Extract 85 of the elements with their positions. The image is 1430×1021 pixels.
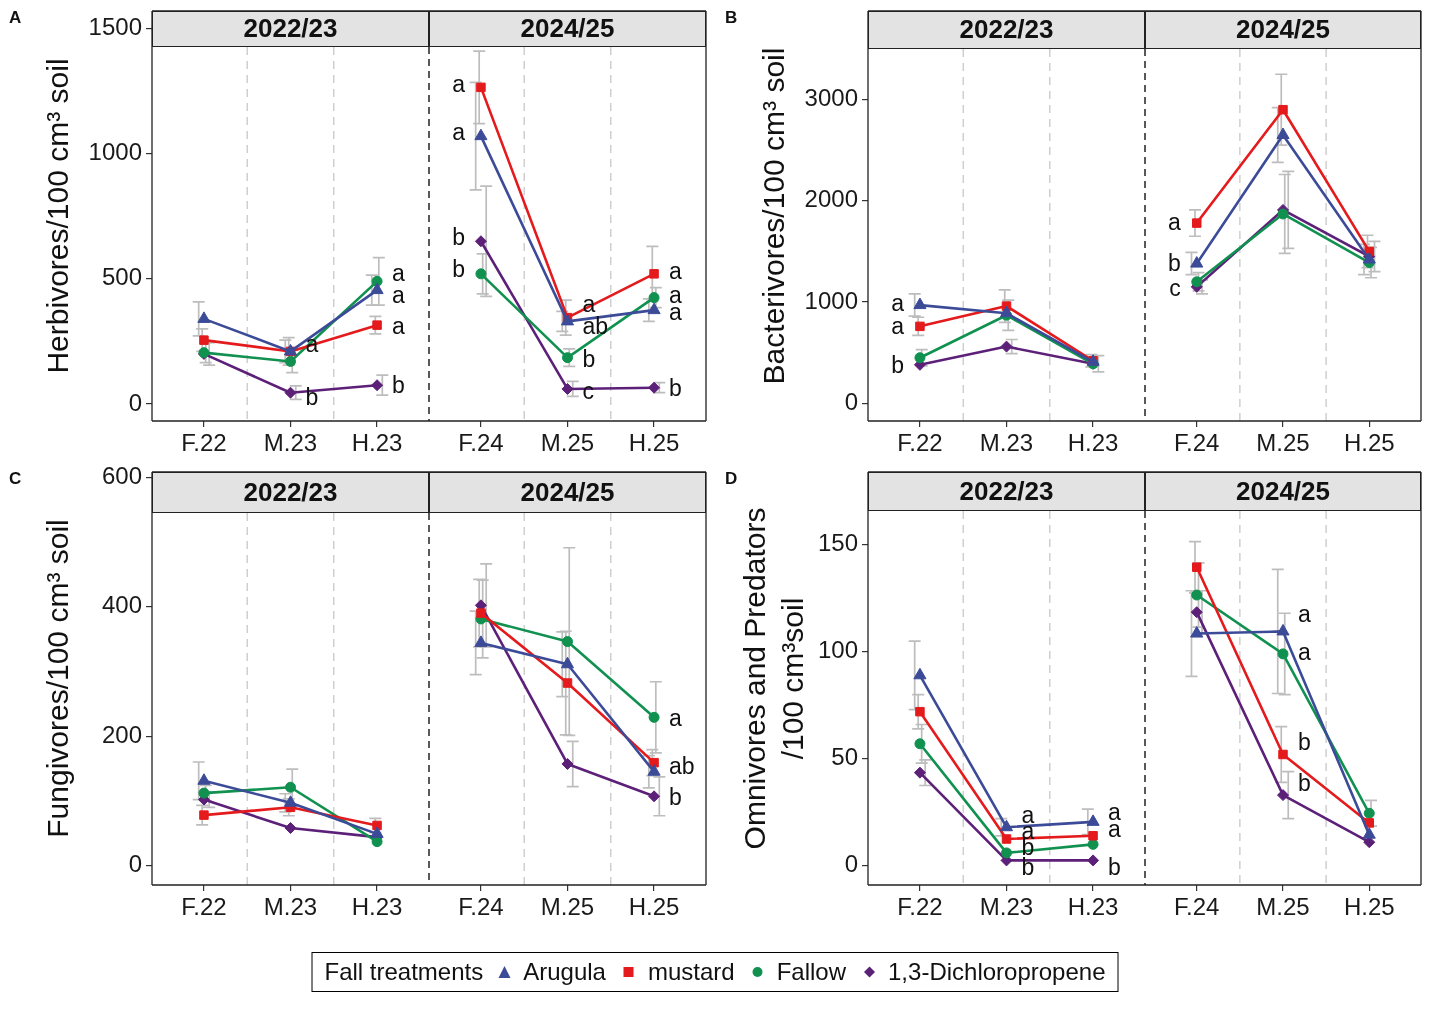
annotation: a xyxy=(1298,600,1311,627)
x-tick-label: H.23 xyxy=(351,893,403,921)
annotation: ab xyxy=(669,753,695,780)
y-tick-label: 400 xyxy=(101,591,142,619)
annotation: ab xyxy=(582,313,609,340)
annotation: b xyxy=(305,384,319,411)
x-tick-label: F.24 xyxy=(1174,429,1220,457)
annotation: b xyxy=(1298,729,1311,756)
annotation: a xyxy=(669,257,683,284)
legend-label: 1,3-Dichloropropene xyxy=(888,958,1106,986)
y-tick-label: 0 xyxy=(844,387,858,415)
y-tick-label: 1000 xyxy=(88,138,142,166)
legend-label: mustard xyxy=(647,958,735,986)
chart-title: 2022/23 xyxy=(959,14,1054,45)
annotation: b xyxy=(392,371,405,398)
y-axis-title: Omnivores and Predators /100 cm³soil xyxy=(738,507,810,850)
legend-label: Fallow xyxy=(776,958,847,986)
legend-label: Arugula xyxy=(523,958,606,986)
chart-title: 2024/25 xyxy=(1236,475,1330,506)
annotation: b xyxy=(891,352,904,379)
y-tick-label: 2000 xyxy=(804,185,858,213)
x-tick-label: F.24 xyxy=(458,429,504,457)
x-tick-label: H.25 xyxy=(628,893,680,921)
y-axis-title: Bacterivores/100 cm³ soil xyxy=(757,47,791,385)
text: C xyxy=(9,469,22,489)
chart-title: 2022/23 xyxy=(243,476,338,507)
annotation: a xyxy=(1298,639,1311,666)
x-tick-label: H.23 xyxy=(1067,893,1119,921)
y-tick-label: 150 xyxy=(817,529,858,557)
annotation: b xyxy=(1298,769,1311,796)
y-tick-label: 0 xyxy=(128,850,142,878)
y-tick-label: 100 xyxy=(817,636,858,664)
annotation: a xyxy=(669,704,683,731)
chart-title: 2024/25 xyxy=(520,13,615,44)
text: D xyxy=(725,469,738,489)
annotation: c xyxy=(1169,275,1181,302)
y-tick-label: 50 xyxy=(831,743,858,771)
y-tick-label: 500 xyxy=(101,263,142,291)
annotation: b xyxy=(452,223,465,250)
y-tick-label: 0 xyxy=(128,388,142,416)
legend-title: Fall treatments xyxy=(324,958,484,986)
y-tick-label: 1500 xyxy=(88,13,142,41)
y-tick-label: 600 xyxy=(101,461,142,489)
x-tick-label: F.22 xyxy=(897,893,943,921)
annotation: b xyxy=(669,783,682,810)
x-tick-label: M.25 xyxy=(1256,893,1310,921)
y-axis-title: Fungivores/100 cm³ soil xyxy=(41,519,75,838)
x-tick-label: F.22 xyxy=(181,429,227,457)
y-tick-label: 3000 xyxy=(804,84,858,112)
text: A xyxy=(9,8,22,28)
x-tick-label: M.25 xyxy=(1256,429,1310,457)
chart-title: 2024/25 xyxy=(520,476,615,507)
chart-title: 2022/23 xyxy=(959,475,1054,506)
x-tick-label: H.25 xyxy=(1343,429,1395,457)
x-tick-label: M.23 xyxy=(979,429,1034,457)
y-tick-label: 1000 xyxy=(804,286,858,314)
annotation: b xyxy=(1021,854,1035,881)
x-tick-label: H.25 xyxy=(628,429,680,457)
y-tick-label: 200 xyxy=(101,720,142,748)
y-axis-title: Herbivores/100 cm³ soil xyxy=(41,58,75,374)
annotation: b xyxy=(452,255,465,282)
annotation: b xyxy=(1167,249,1181,276)
annotation: a xyxy=(452,118,466,145)
x-tick-label: F.22 xyxy=(897,429,943,457)
annotation: a xyxy=(392,313,406,340)
annotation: a xyxy=(452,70,466,97)
annotation: b xyxy=(582,345,596,372)
annotation: a xyxy=(1167,209,1181,236)
annotation: b xyxy=(669,374,682,401)
x-tick-label: M.23 xyxy=(263,429,318,457)
y-tick-label: 0 xyxy=(844,850,858,878)
x-tick-label: F.24 xyxy=(458,893,504,921)
text: B xyxy=(725,8,738,28)
x-tick-label: M.23 xyxy=(979,893,1034,921)
x-tick-label: H.23 xyxy=(1067,429,1119,457)
x-tick-label: H.25 xyxy=(1343,893,1395,921)
chart-title: 2024/25 xyxy=(1236,14,1330,45)
x-tick-label: M.23 xyxy=(263,893,318,921)
annotation: b xyxy=(1108,854,1121,881)
x-tick-label: H.23 xyxy=(351,429,403,457)
x-tick-label: F.24 xyxy=(1174,893,1220,921)
chart-title: 2022/23 xyxy=(243,13,338,44)
x-tick-label: M.25 xyxy=(540,429,595,457)
x-tick-label: M.25 xyxy=(540,893,595,921)
x-tick-label: F.22 xyxy=(181,893,227,921)
